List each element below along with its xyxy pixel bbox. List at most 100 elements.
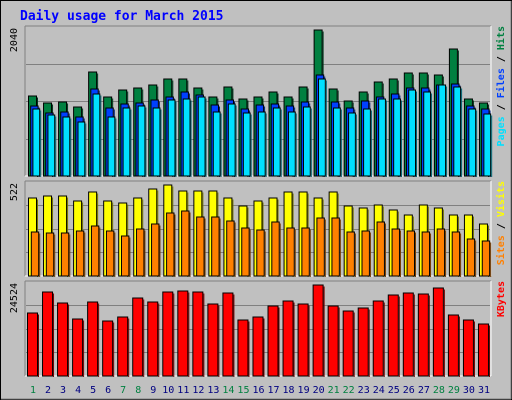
bar-sites-30 xyxy=(466,238,476,277)
bar-pages-7 xyxy=(122,107,131,177)
bar-pages-22 xyxy=(348,112,356,177)
legend-top: Pages / Files / Hits xyxy=(495,26,507,146)
x-tick-label-8: 8 xyxy=(135,385,141,396)
bar-kbytes-27 xyxy=(417,293,429,377)
bar-sites-15 xyxy=(241,227,250,277)
bar-pages-13 xyxy=(212,111,221,177)
bar-pages-16 xyxy=(257,111,266,177)
bar-kbytes-21 xyxy=(327,305,339,377)
bar-kbytes-6 xyxy=(102,320,114,377)
legend-bottom-kbytes: KBytes xyxy=(496,281,507,317)
bar-kbytes-2 xyxy=(42,291,54,377)
bar-sites-1 xyxy=(30,231,40,277)
bar-kbytes-28 xyxy=(432,287,444,377)
bar-sites-28 xyxy=(436,228,446,277)
bar-kbytes-26 xyxy=(402,292,414,377)
bar-pages-19 xyxy=(302,106,311,177)
bar-pages-15 xyxy=(242,112,251,177)
x-tick-label-11: 11 xyxy=(177,385,189,396)
bar-kbytes-31 xyxy=(477,323,489,377)
bar-pages-26 xyxy=(408,89,417,177)
bar-sites-19 xyxy=(301,227,310,277)
bar-kbytes-30 xyxy=(462,319,474,377)
bar-kbytes-5 xyxy=(87,301,99,377)
bar-pages-9 xyxy=(152,107,161,177)
x-tick-label-19: 19 xyxy=(298,385,310,396)
legend-top-separator: / xyxy=(496,50,507,68)
x-tick-label-24: 24 xyxy=(373,385,385,396)
bar-kbytes-22 xyxy=(342,310,354,377)
bar-kbytes-10 xyxy=(162,291,174,377)
bar-pages-20 xyxy=(318,78,326,177)
x-tick-label-10: 10 xyxy=(162,385,174,396)
x-tick-label-23: 23 xyxy=(358,385,370,396)
x-tick-label-12: 12 xyxy=(192,385,204,396)
x-tick-label-15: 15 xyxy=(237,385,249,396)
bar-kbytes-12 xyxy=(192,291,204,377)
x-tick-label-2: 2 xyxy=(45,385,51,396)
bar-pages-11 xyxy=(182,98,191,177)
y-max-label-middle: 522 xyxy=(9,183,20,201)
bar-sites-2 xyxy=(45,232,55,277)
x-tick-label-26: 26 xyxy=(403,385,415,396)
x-tick-label-16: 16 xyxy=(252,385,264,396)
chart-title: Daily usage for March 2015 xyxy=(20,9,224,24)
bar-sites-12 xyxy=(196,216,205,277)
bar-kbytes-25 xyxy=(387,294,399,377)
x-tick-label-7: 7 xyxy=(120,385,126,396)
bar-sites-8 xyxy=(136,228,145,277)
bar-pages-24 xyxy=(378,98,386,177)
bar-kbytes-8 xyxy=(132,297,144,377)
x-tick-label-21: 21 xyxy=(328,385,340,396)
x-tick-label-9: 9 xyxy=(150,385,156,396)
bar-kbytes-18 xyxy=(282,300,294,377)
bar-pages-18 xyxy=(287,111,296,177)
bar-pages-31 xyxy=(483,113,492,177)
bar-sites-3 xyxy=(60,232,70,277)
legend-top-separator: / xyxy=(496,98,507,116)
bar-kbytes-20 xyxy=(312,284,324,377)
x-tick-label-22: 22 xyxy=(343,385,355,396)
bar-sites-4 xyxy=(75,230,85,277)
bar-kbytes-1 xyxy=(27,312,38,377)
bar-kbytes-3 xyxy=(57,302,69,377)
bar-sites-24 xyxy=(376,221,385,277)
bar-pages-21 xyxy=(333,107,341,177)
x-tick-label-6: 6 xyxy=(105,385,111,396)
legend-bottom: KBytes xyxy=(496,281,507,317)
bar-sites-25 xyxy=(391,228,400,277)
x-tick-label-4: 4 xyxy=(75,385,81,396)
bar-sites-9 xyxy=(151,223,160,277)
bar-kbytes-19 xyxy=(297,303,309,377)
bar-sites-26 xyxy=(406,230,416,277)
bar-sites-21 xyxy=(331,217,340,277)
y-max-label-top: 2040 xyxy=(9,28,20,52)
x-tick-label-14: 14 xyxy=(222,385,234,396)
bar-sites-31 xyxy=(481,240,491,277)
bar-pages-10 xyxy=(167,99,176,177)
bar-pages-29 xyxy=(453,86,462,177)
bar-kbytes-23 xyxy=(357,307,369,377)
bar-kbytes-7 xyxy=(117,316,129,377)
bar-sites-20 xyxy=(316,217,325,277)
x-tick-label-20: 20 xyxy=(313,385,325,396)
x-tick-label-25: 25 xyxy=(388,385,400,396)
bar-kbytes-17 xyxy=(267,305,279,377)
bar-sites-27 xyxy=(421,231,431,277)
bar-pages-1 xyxy=(32,108,41,177)
bar-kbytes-29 xyxy=(447,314,459,377)
bar-sites-5 xyxy=(90,225,100,277)
bar-pages-25 xyxy=(393,98,401,177)
bar-sites-23 xyxy=(361,230,370,277)
x-tick-label-30: 30 xyxy=(463,385,475,396)
bar-sites-6 xyxy=(105,230,115,277)
bar-kbytes-16 xyxy=(252,316,264,377)
bar-sites-14 xyxy=(226,220,235,277)
legend-middle: Sites / Visits xyxy=(495,181,507,265)
bar-sites-16 xyxy=(256,229,265,277)
legend-middle-sites: Sites xyxy=(495,235,507,265)
bar-pages-12 xyxy=(197,96,206,177)
bar-kbytes-14 xyxy=(222,292,234,377)
legend-top-files: Files xyxy=(495,68,507,98)
